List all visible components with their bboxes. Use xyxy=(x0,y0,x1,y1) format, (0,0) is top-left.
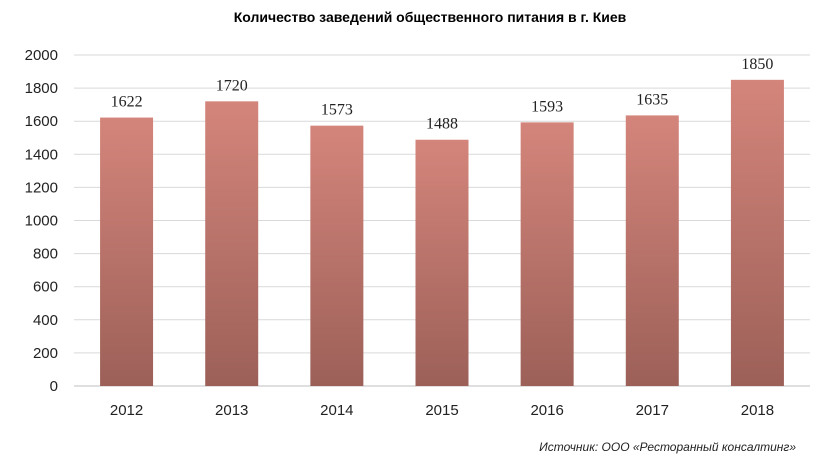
bar-value-label: 1488 xyxy=(426,116,458,133)
bar xyxy=(415,139,469,386)
y-tick-label: 1400 xyxy=(25,146,58,163)
bar-value-label: 1593 xyxy=(531,98,563,115)
bar-value-label: 1635 xyxy=(636,91,668,108)
x-tick-label: 2012 xyxy=(110,402,143,419)
y-tick-label: 600 xyxy=(33,279,58,296)
y-tick-label: 200 xyxy=(33,345,58,362)
y-tick-label: 800 xyxy=(33,246,58,263)
y-tick-label: 1800 xyxy=(25,80,58,97)
bar xyxy=(100,117,154,387)
bar-value-label: 1573 xyxy=(321,102,353,119)
chart-title: Количество заведений общественного питан… xyxy=(234,9,627,25)
bar xyxy=(205,101,259,386)
axes: 0 200 400 600 800 1000 1200 1400 1600 1800 2000 201… xyxy=(25,47,810,419)
bar xyxy=(730,79,784,386)
x-tick-label: 2014 xyxy=(320,402,353,419)
y-tick-label: 1600 xyxy=(25,113,58,130)
y-tick-label: 1200 xyxy=(25,179,58,196)
x-tick-label: 2016 xyxy=(530,402,563,419)
bar xyxy=(625,115,679,386)
bar xyxy=(520,122,574,387)
x-tick-label: 2017 xyxy=(636,402,669,419)
data-labels: 1622 1720 1573 1488 1593 1635 1850 xyxy=(111,56,774,133)
y-tick-label: 1000 xyxy=(25,213,58,230)
source-note: Источник: ООО «Ресторанный консалтинг» xyxy=(539,440,796,454)
y-tick-label: 400 xyxy=(33,312,58,329)
bar-value-label: 1850 xyxy=(741,56,773,73)
y-tick-label: 0 xyxy=(50,378,58,395)
bar xyxy=(310,125,364,386)
x-tick-label: 2015 xyxy=(425,402,458,419)
bars xyxy=(100,79,784,387)
x-tick-label: 2018 xyxy=(741,402,774,419)
y-tick-label: 2000 xyxy=(25,47,58,64)
bar-value-label: 1720 xyxy=(216,77,248,94)
x-tick-label: 2013 xyxy=(215,402,248,419)
bar-value-label: 1622 xyxy=(111,94,143,111)
